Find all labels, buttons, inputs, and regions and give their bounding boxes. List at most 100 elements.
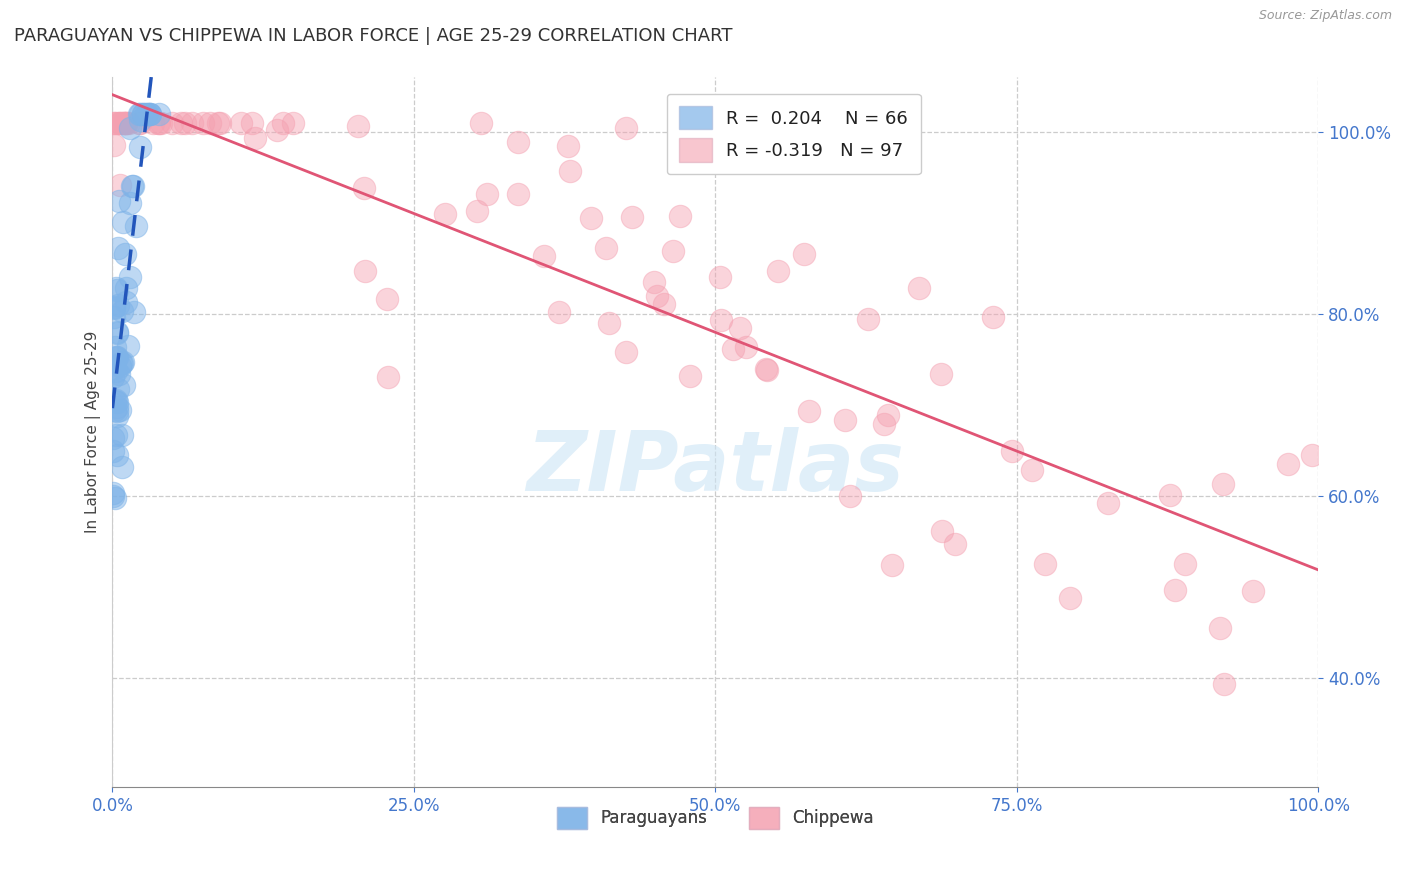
Point [107,400,129,414]
Point [121,178,143,193]
Point [148,107,170,121]
Point [114,281,136,295]
Point [103,361,125,376]
Point [128,107,150,121]
Point [107,298,129,312]
Legend: Paraguayans, Chippewa: Paraguayans, Chippewa [550,800,880,835]
Point [105,326,128,341]
Point [1097,496,1119,510]
Point [191,116,214,130]
Point [470,116,492,130]
Point [558,163,581,178]
Point [107,241,129,255]
Point [148,116,170,130]
Point [1021,463,1043,477]
Point [721,342,744,356]
Point [104,364,127,378]
Text: PARAGUAYAN VS CHIPPEWA IN LABOR FORCE | AGE 25-29 CORRELATION CHART: PARAGUAYAN VS CHIPPEWA IN LABOR FORCE | … [14,27,733,45]
Point [198,116,221,130]
Point [101,431,124,445]
Point [110,359,132,373]
Point [108,402,131,417]
Point [105,409,128,423]
Point [105,350,128,364]
Point [579,211,602,226]
Point [111,304,134,318]
Point [929,368,952,382]
Point [114,116,136,130]
Point [1059,591,1081,606]
Point [104,428,127,442]
Point [104,491,127,505]
Point [174,116,197,130]
Point [115,116,138,130]
Point [266,122,288,136]
Point [139,107,162,121]
Point [136,107,159,121]
Point [621,210,644,224]
Point [111,460,134,475]
Point [115,294,138,309]
Point [1209,621,1232,635]
Point [142,116,165,130]
Point [105,404,128,418]
Point [112,116,135,130]
Point [104,403,127,417]
Point [645,289,668,303]
Point [710,313,733,327]
Point [508,187,530,202]
Point [668,209,690,223]
Point [111,355,134,369]
Point [107,448,129,462]
Point [548,304,571,318]
Point [128,107,150,121]
Point [208,116,231,130]
Point [375,292,398,306]
Point [1277,458,1299,472]
Point [354,264,377,278]
Point [793,247,815,261]
Point [117,339,139,353]
Point [103,310,125,325]
Point [114,247,136,261]
Point [101,444,124,458]
Point [118,121,141,136]
Point [132,107,155,121]
Point [931,524,953,538]
Point [908,280,931,294]
Point [1212,677,1234,691]
Point [834,413,856,427]
Point [118,270,141,285]
Point [103,116,125,130]
Point [533,249,555,263]
Point [135,107,157,121]
Point [104,392,127,407]
Point [103,486,125,500]
Point [595,241,617,255]
Point [124,219,146,233]
Point [1173,557,1195,571]
Point [616,120,638,135]
Point [112,215,135,229]
Point [101,489,124,503]
Point [114,116,136,130]
Point [108,116,131,130]
Point [110,116,132,130]
Point [652,297,675,311]
Point [240,116,263,130]
Point [129,140,152,154]
Point [475,187,498,202]
Point [943,537,966,551]
Point [105,350,128,364]
Point [434,207,457,221]
Point [160,116,183,130]
Point [138,107,160,121]
Point [207,116,229,130]
Point [105,325,128,339]
Point [104,394,127,409]
Point [101,370,124,384]
Point [614,345,637,359]
Point [111,356,134,370]
Point [271,116,294,130]
Point [122,179,145,194]
